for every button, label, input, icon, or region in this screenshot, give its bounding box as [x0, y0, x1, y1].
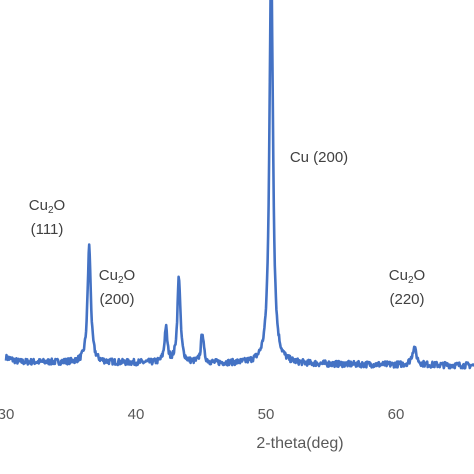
- x-tick-label: 40: [128, 406, 145, 423]
- annotation-index: (200): [99, 291, 135, 308]
- annotation-formula: Cu2O: [28, 197, 66, 216]
- annotation-formula: Cu2O: [98, 267, 136, 286]
- annotation-formula: Cu2O: [388, 267, 426, 286]
- annotation-index: (220): [389, 291, 425, 308]
- x-tick-label: 60: [388, 406, 405, 423]
- x-axis-title: 2-theta(deg): [256, 435, 343, 452]
- annotation-formula: Cu (200): [289, 149, 349, 166]
- x-tick-labels: 30 40 50 60: [0, 406, 404, 423]
- annotation-cu2o-111: Cu2O (111): [22, 194, 72, 242]
- annotation-cu-200: Cu (200): [284, 146, 354, 170]
- annotation-index: (111): [30, 221, 64, 238]
- x-tick-label: 30: [0, 406, 14, 423]
- xrd-pattern-line: [4, 0, 474, 370]
- annotation-cu2o-220: Cu2O (220): [382, 264, 432, 312]
- annotation-cu2o-200: Cu2O (200): [92, 264, 142, 312]
- x-tick-label: 50: [258, 406, 275, 423]
